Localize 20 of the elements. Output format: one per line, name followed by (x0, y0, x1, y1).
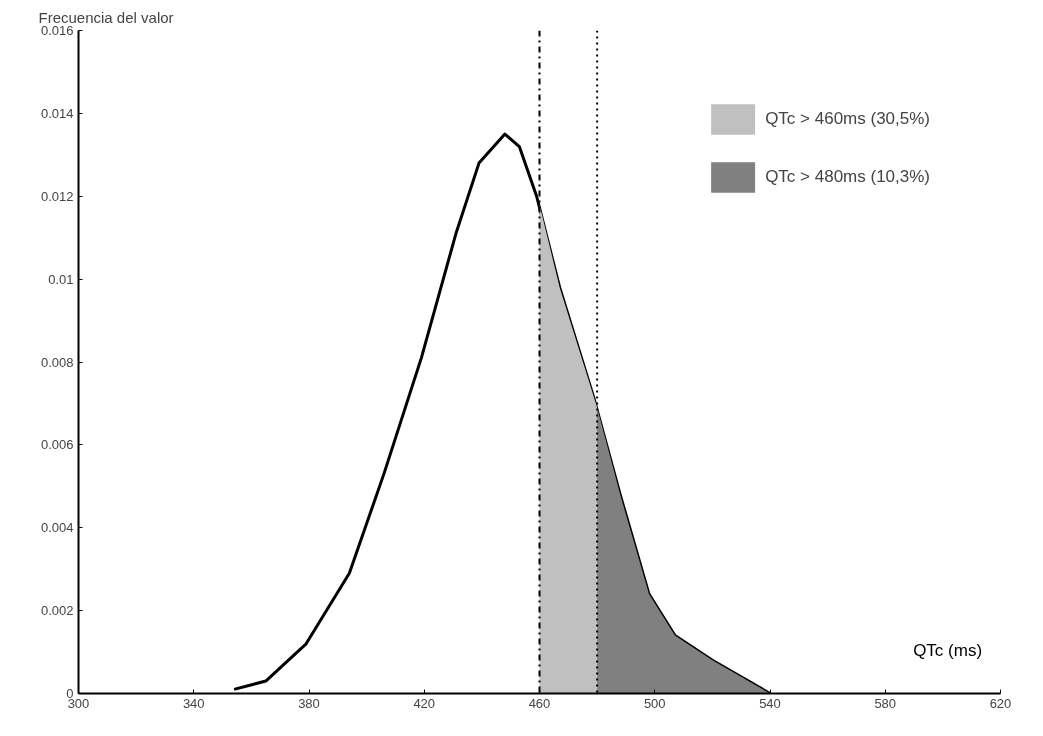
y-axis-title: Frecuencia del valor (38, 8, 174, 26)
legend-label: QTc > 480ms (10,3%) (765, 167, 930, 187)
x-tick-label: 540 (759, 695, 781, 711)
y-tick-label: 0.002 (40, 603, 74, 619)
x-tick-label: 580 (874, 695, 897, 711)
x-tick-label: 620 (989, 695, 1012, 711)
y-tick-label: 0.008 (40, 354, 74, 370)
y-tick-label: 0.014 (40, 105, 74, 121)
x-axis-title: QTc (ms) (913, 641, 983, 661)
x-tick-label: 460 (528, 695, 551, 711)
y-tick-label: 0.016 (40, 23, 74, 38)
y-tick-label: 0.012 (40, 188, 74, 204)
x-tick-label: 420 (413, 695, 436, 711)
x-tick-label: 340 (182, 695, 205, 711)
y-tick-label: 0.004 (40, 520, 74, 536)
x-tick-label: 380 (298, 695, 320, 711)
x-tick-label: 500 (643, 695, 666, 711)
y-tick-label: 0.01 (48, 271, 74, 287)
y-tick-label: 0.006 (40, 437, 74, 453)
legend-label: QTc > 460ms (30,5%) (765, 109, 930, 129)
